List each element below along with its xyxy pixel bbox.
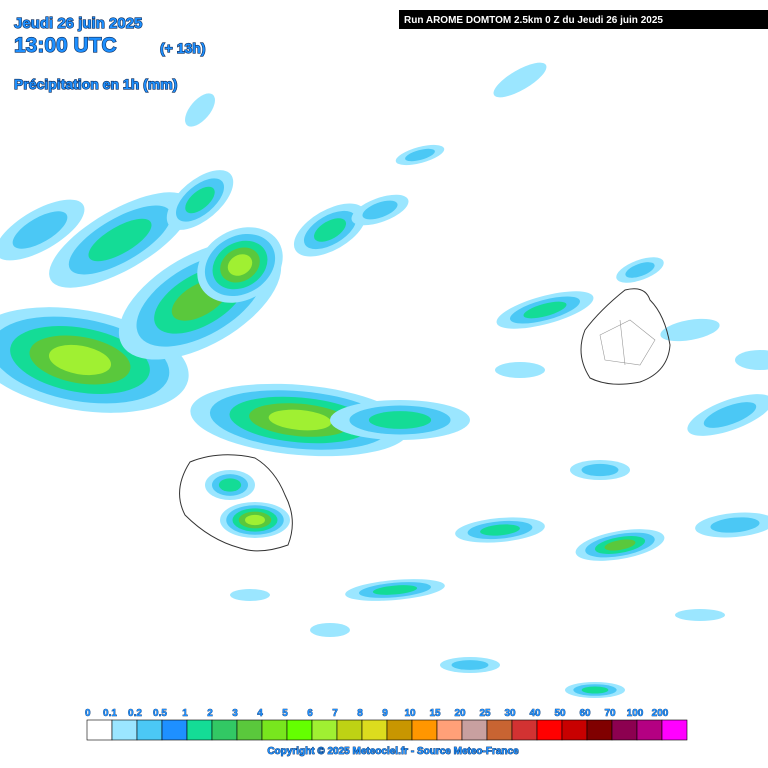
precip-cell — [185, 186, 215, 214]
legend-swatch — [186, 719, 213, 741]
copyright: Copyright © 2025 Meteociel.fr - Source M… — [267, 746, 519, 757]
legend-swatch — [261, 719, 288, 741]
precip-cell — [451, 660, 489, 670]
date: Jeudi 26 juin 2025 — [14, 15, 142, 32]
legend-swatch — [661, 719, 688, 741]
legend-swatch — [111, 719, 138, 741]
precip-cell — [710, 517, 760, 533]
legend-label: 5 — [282, 708, 288, 719]
legend-label: 70 — [604, 708, 616, 719]
precip-cell — [625, 262, 655, 278]
legend-label: 8 — [357, 708, 363, 719]
legend-swatch — [386, 719, 413, 741]
legend-label: 15 — [429, 708, 441, 719]
legend-label: 7 — [332, 708, 338, 719]
legend-label: 1 — [182, 708, 188, 719]
legend-swatch — [236, 719, 263, 741]
legend-swatch — [586, 719, 613, 741]
precip-cell — [493, 62, 547, 98]
legend-label: 0.5 — [153, 708, 167, 719]
precip-cell — [372, 585, 418, 595]
legend-label: 9 — [382, 708, 388, 719]
legend-swatch — [136, 719, 163, 741]
legend: 0 0.1 0.2 0.5 1 2 3 4 5 6 7 8 9 10 15 20 25 30 40 50 60 70 100… — [85, 708, 688, 741]
legend-label: 25 — [479, 708, 491, 719]
district-borders — [599, 319, 656, 366]
precip-cell — [523, 301, 567, 319]
legend-label: 20 — [454, 708, 466, 719]
precip-cell — [310, 623, 350, 637]
precip-field — [0, 62, 768, 698]
precip-cell — [581, 686, 609, 694]
precip-cell — [227, 254, 253, 276]
lead-time: (+ 13h) — [160, 40, 206, 56]
legend-label: 10 — [404, 708, 416, 719]
precip-cell — [581, 463, 619, 477]
legend-swatch — [286, 719, 313, 741]
island-reunion — [179, 454, 293, 552]
precip-cell — [735, 350, 768, 370]
precip-cell — [88, 218, 152, 262]
precip-cell — [675, 609, 725, 621]
legend-swatch — [411, 719, 438, 741]
precip-cell — [218, 478, 242, 492]
legend-swatch — [86, 719, 113, 741]
legend-swatch — [636, 719, 663, 741]
precip-cell — [268, 409, 332, 431]
legend-label: 0.2 — [128, 708, 142, 719]
run-box — [399, 10, 768, 29]
legend-label: 4 — [257, 708, 263, 719]
legend-swatch — [436, 719, 463, 741]
legend-swatch — [361, 719, 388, 741]
field-name: Précipitation en 1h (mm) — [14, 76, 177, 92]
legend-label: 50 — [554, 708, 566, 719]
precip-cell — [495, 362, 545, 378]
precip-cell — [405, 148, 435, 162]
legend-swatch — [536, 719, 563, 741]
legend-swatch — [311, 719, 338, 741]
legend-label: 100 — [627, 708, 644, 719]
legend-swatch — [336, 719, 363, 741]
legend-swatch — [461, 719, 488, 741]
legend-label: 200 — [652, 708, 669, 719]
precip-cell — [604, 539, 636, 551]
precip-cell — [703, 402, 757, 428]
legend-label: 0.1 — [103, 708, 117, 719]
island-mauritius — [580, 288, 671, 385]
precip-cell — [362, 200, 398, 220]
legend-swatch — [611, 719, 638, 741]
legend-label: 3 — [232, 708, 238, 719]
legend-swatch — [211, 719, 238, 741]
precip-cell — [313, 218, 347, 242]
legend-label: 6 — [307, 708, 313, 719]
precip-cell — [12, 211, 68, 249]
precip-cell — [480, 524, 520, 536]
run-info: Run AROME DOMTOM 2.5km 0 Z du Jeudi 26 j… — [404, 15, 663, 26]
precip-cell — [185, 93, 215, 127]
legend-swatch — [486, 719, 513, 741]
legend-label: 60 — [579, 708, 591, 719]
legend-label: 2 — [207, 708, 213, 719]
precip-cell — [48, 344, 112, 376]
precip-cell — [368, 411, 432, 429]
precip-cell — [245, 514, 265, 526]
legend-swatch — [511, 719, 538, 741]
legend-label: 40 — [529, 708, 541, 719]
time: 13:00 UTC — [14, 34, 117, 57]
legend-label: 0 — [85, 708, 91, 719]
precip-cell — [660, 318, 720, 342]
precip-cell — [230, 589, 270, 601]
legend-label: 30 — [504, 708, 516, 719]
legend-swatch — [561, 719, 588, 741]
legend-swatch — [161, 719, 188, 741]
